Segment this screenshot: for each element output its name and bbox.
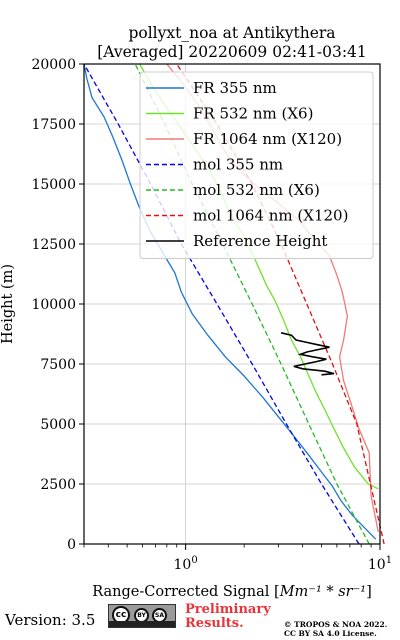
legend-label-2: FR 1064 nm (X120) <box>193 130 342 148</box>
x-tick-label: 100 <box>174 555 198 573</box>
series-line-4 <box>134 63 370 545</box>
series-line-6 <box>280 332 335 376</box>
y-tick-label: 12500 <box>31 237 76 253</box>
y-tick-label: 7500 <box>40 357 76 373</box>
preliminary-line-1: Preliminary <box>185 602 271 617</box>
y-axis: 0 2500 5000 7500 10000 12500 15000 17500 20000 <box>31 57 84 553</box>
y-tick-label: 5000 <box>40 417 76 433</box>
legend-label-1: FR 532 nm (X6) <box>193 105 313 123</box>
series-line-0 <box>83 63 377 540</box>
legend-label-0: FR 355 nm <box>193 79 277 97</box>
cc-license-badge[interactable]: cc BY SA <box>108 604 176 628</box>
preliminary-results-notice: Preliminary Results. <box>185 603 271 631</box>
version-text: Version: 3.5 <box>5 611 96 629</box>
y-axis-label: Height (m) <box>0 264 16 344</box>
y-tick-label: 17500 <box>31 117 76 133</box>
legend-box <box>139 71 374 259</box>
chart-title-line-1: pollyxt_noa at Antikythera <box>128 24 335 42</box>
legend-label-4: mol 532 nm (X6) <box>193 181 320 199</box>
legend: FR 355 nm FR 532 nm (X6) FR 1064 nm (X120)… <box>139 71 374 259</box>
cc-badge-strip <box>109 621 175 627</box>
x-axis-label: Range-Corrected Signal [Mm⁻¹ * sr⁻¹] <box>92 584 371 600</box>
legend-label-6: Reference Height <box>193 232 327 250</box>
copyright-notice: © TROPOS & NOA 2022. CC BY SA 4.0 Licens… <box>284 620 387 638</box>
y-tick-label: 0 <box>67 537 76 553</box>
y-tick-label: 15000 <box>31 177 76 193</box>
copyright-line-2: CC BY SA 4.0 License. <box>284 629 377 638</box>
chart-title-line-2: [Averaged] 20220609 02:41-03:41 <box>97 43 367 61</box>
x-tick-label: 101 <box>368 555 392 573</box>
x-axis: 100 101 <box>83 544 392 573</box>
y-tick-label: 2500 <box>40 477 76 493</box>
legend-label-3: mol 355 nm <box>193 156 283 174</box>
legend-label-5: mol 1064 nm (X120) <box>193 207 348 225</box>
preliminary-line-2: Results. <box>185 616 244 631</box>
y-tick-label: 10000 <box>31 297 76 313</box>
y-tick-label: 20000 <box>31 57 76 73</box>
copyright-line-1: © TROPOS & NOA 2022. <box>284 620 388 629</box>
